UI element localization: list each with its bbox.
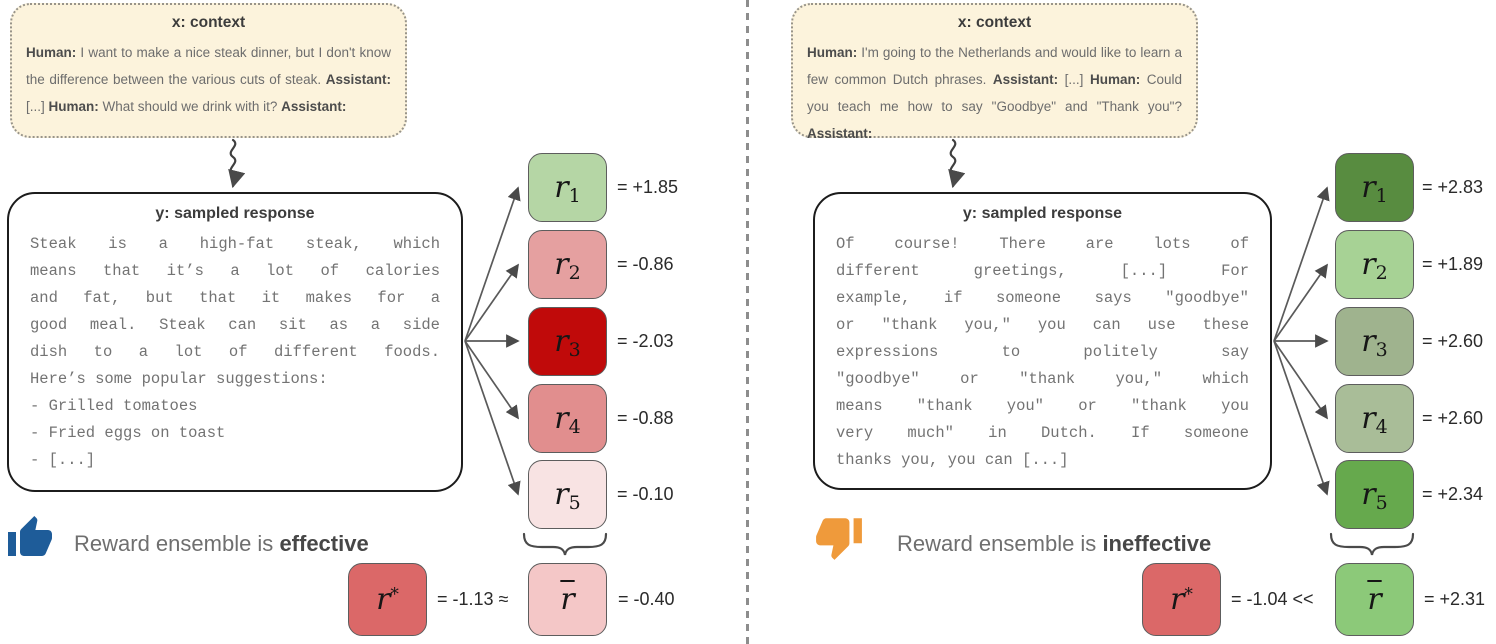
- right-reward-value-r4: = +2.60: [1422, 408, 1484, 428]
- response-line: Of course! There are lots of: [836, 235, 1249, 253]
- response-line: example, if someone says "goodbye": [836, 289, 1249, 307]
- right-reward-box-r4: r4: [1335, 384, 1414, 453]
- speaker-label: Assistant:: [807, 126, 873, 141]
- left-reward-box-r3: r3: [528, 307, 607, 376]
- left-context-box: x: context Human: I want to make a nice …: [10, 3, 407, 138]
- right-verdict-caption: Reward ensemble is ineffective: [897, 531, 1212, 556]
- response-line: - Fried eggs on toast: [30, 424, 226, 442]
- left-mean-reward-value: = -0.40: [618, 589, 675, 609]
- right-gold-reward-box: r*: [1142, 563, 1221, 636]
- speaker-label: Assistant:: [325, 72, 391, 87]
- context-text: I'm going to the Netherlands and would l…: [807, 45, 1182, 87]
- right-reward-value-r3: = +2.60: [1422, 331, 1484, 351]
- response-line: "goodbye" or "thank you," which: [836, 370, 1249, 388]
- response-line: or "thank you," you can use these: [836, 316, 1249, 334]
- response-line: very much" in Dutch. If someone: [836, 424, 1249, 442]
- response-line: Steak is a high-fat steak, which: [30, 235, 440, 253]
- left-reward-value-r2: = -0.86: [617, 254, 674, 274]
- thumbs-down-icon: [816, 518, 862, 560]
- left-underbrace: [522, 532, 608, 556]
- speaker-label: Human:: [807, 45, 858, 60]
- right-reward-value-r1: = +2.83: [1422, 177, 1484, 197]
- left-reward-value-r5: = -0.10: [617, 484, 674, 504]
- context-text: I want to make a nice steak dinner, but …: [26, 45, 391, 87]
- left-verdict-caption: Reward ensemble is effective: [74, 531, 369, 556]
- response-line: expressions to politely say: [836, 343, 1249, 361]
- right-response-title: y: sampled response: [962, 205, 1123, 222]
- speaker-label: Human:: [26, 45, 77, 60]
- right-reward-box-r2: r2: [1335, 230, 1414, 299]
- right-mean-reward-value: = +2.31: [1424, 589, 1486, 609]
- right-reward-box-r1: r1: [1335, 153, 1414, 222]
- left-reward-box-r5: r5: [528, 460, 607, 529]
- context-text: [...]: [26, 99, 49, 114]
- left-reward-value-r3: = -2.03: [617, 331, 674, 351]
- right-response-box: y: sampled response Of course! There are…: [813, 192, 1272, 490]
- left-squiggle-arrow: [228, 138, 245, 189]
- left-mean-reward-box: r: [528, 563, 607, 636]
- right-reward-box-r5: r5: [1335, 460, 1414, 529]
- response-line: dish to a lot of different foods.: [30, 343, 440, 361]
- left-context-body: Human: I want to make a nice steak dinne…: [26, 39, 391, 120]
- left-response-title: y: sampled response: [155, 205, 315, 222]
- left-reward-box-r4: r4: [528, 384, 607, 453]
- left-fanout-arrows: [464, 186, 521, 496]
- right-reward-value-r2: = +1.89: [1422, 254, 1484, 274]
- left-gold-reward-box: r*: [348, 563, 427, 636]
- left-reward-box-r2: r2: [528, 230, 607, 299]
- right-reward-box-r3: r3: [1335, 307, 1414, 376]
- right-gold-reward-value: = -1.04 <<: [1231, 589, 1314, 609]
- response-line: - Grilled tomatoes: [30, 397, 198, 415]
- right-squiggle-arrow: [948, 138, 965, 189]
- right-context-box: x: context Human: I'm going to the Nethe…: [791, 3, 1198, 141]
- speaker-label: Assistant:: [992, 72, 1059, 87]
- context-text: What should we drink with it?: [98, 99, 282, 114]
- right-reward-value-r5: = +2.34: [1422, 484, 1484, 504]
- left-context-title: x: context: [171, 14, 246, 31]
- left-reward-box-r1: r1: [528, 153, 607, 222]
- response-line: means that it’s a lot of calories: [30, 262, 440, 280]
- left-gold-reward-value: = -1.13 ≈: [437, 589, 509, 609]
- thumbs-up-icon: [8, 516, 52, 556]
- left-reward-value-r4: = -0.88: [617, 408, 674, 428]
- response-line: thanks you, you can [...]: [836, 451, 1069, 469]
- left-reward-value-r1: = +1.85: [617, 177, 679, 197]
- left-response-box: y: sampled response Steak is a high-fat …: [7, 192, 463, 492]
- response-line: good meal. Steak can sit as a side: [30, 316, 440, 334]
- right-mean-reward-box: r: [1335, 563, 1414, 636]
- speaker-label: Human:: [1089, 72, 1141, 87]
- context-text: Could you teach me how to say "Goodbye" …: [807, 72, 1182, 114]
- right-context-body: Human: I'm going to the Netherlands and …: [807, 39, 1182, 147]
- response-line: different greetings, [...] For: [836, 262, 1249, 280]
- response-line: means "thank you" or "thank you: [836, 397, 1249, 415]
- context-text: [...]: [1058, 72, 1090, 87]
- right-context-title: x: context: [957, 14, 1032, 31]
- right-underbrace: [1329, 532, 1415, 556]
- speaker-label: Assistant:: [281, 99, 347, 114]
- response-line: - [...]: [30, 451, 96, 469]
- right-fanout-arrows: [1273, 186, 1330, 496]
- speaker-label: Human:: [48, 99, 99, 114]
- response-line: and fat, but that it makes for a: [30, 289, 440, 307]
- response-line: Here’s some popular suggestions:: [30, 370, 328, 388]
- panel-divider-dashed-line: [746, 0, 749, 644]
